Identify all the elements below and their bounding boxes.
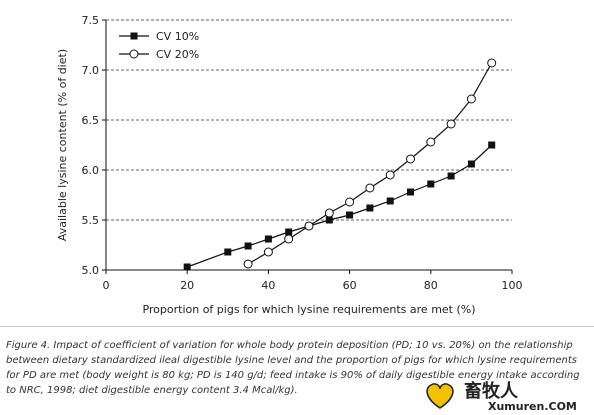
legend-label: CV 10% (156, 30, 199, 43)
legend-marker (130, 32, 138, 40)
x-tick-label: 80 (424, 279, 438, 292)
x-tick-group: 0 20 40 60 80 100 (103, 270, 523, 292)
y-tick-label: 6.0 (82, 164, 100, 177)
data-point (366, 204, 374, 212)
data-point (406, 154, 415, 164)
data-point (243, 259, 253, 269)
axes (105, 20, 512, 271)
data-point (447, 172, 455, 180)
data-point (183, 263, 191, 271)
data-point (324, 208, 334, 218)
y-tick-group: 5.0 5.5 6.0 6.5 7.0 7.5 (82, 14, 106, 277)
series-layer (183, 58, 497, 271)
data-point (304, 221, 314, 231)
data-point (325, 216, 333, 224)
legend-label: CV 20% (156, 48, 199, 61)
y-tick-label: 5.0 (82, 264, 100, 277)
data-point (488, 141, 496, 149)
x-axis-label: Proportion of pigs for which lysine requ… (142, 303, 475, 316)
watermark-title: 畜牧人 (464, 380, 519, 402)
data-point (224, 248, 232, 256)
legend: CV 10% CV 20% (119, 30, 199, 61)
series-2 (243, 58, 497, 269)
x-tick-label: 100 (502, 279, 523, 292)
data-point (427, 180, 435, 188)
data-point (386, 197, 394, 205)
data-point (407, 188, 414, 196)
data-point (446, 119, 456, 129)
grid-lines (106, 19, 512, 221)
chart: 0 20 40 60 80 100 5.0 5.5 6.0 6.5 7.0 7.5 Proporti… (56, 14, 523, 316)
y-axis-label: Available lysine content (% of diet) (56, 49, 69, 241)
data-point (263, 247, 273, 257)
data-point (365, 183, 375, 193)
y-tick-label: 7.5 (82, 14, 100, 27)
data-point (426, 137, 436, 147)
watermark-logo: 畜牧人 Xumuren.COM (426, 380, 577, 413)
figure-caption: Figure 4. Impact of coefficient of varia… (6, 340, 580, 396)
legend-item: CV 20% (119, 48, 199, 61)
watermark-url: Xumuren.COM (488, 400, 577, 413)
x-tick-label: 0 (103, 279, 110, 292)
x-tick-label: 60 (343, 279, 357, 292)
data-point (466, 94, 476, 104)
legend-item: CV 10% (119, 30, 199, 43)
series-line (186, 144, 493, 268)
y-tick-label: 5.5 (82, 214, 100, 227)
x-tick-label: 20 (180, 279, 194, 292)
data-point (385, 170, 395, 180)
data-point (345, 197, 355, 207)
data-point (244, 242, 252, 250)
data-point (284, 234, 294, 244)
y-tick-label: 7.0 (82, 64, 100, 77)
heart-icon (426, 383, 454, 409)
caption-divider (0, 326, 594, 327)
data-point (487, 58, 497, 68)
series-1 (183, 141, 496, 271)
data-point (346, 211, 354, 219)
x-tick-label: 40 (261, 279, 275, 292)
legend-marker (129, 49, 139, 59)
data-point (264, 235, 272, 243)
data-point (467, 160, 475, 168)
data-point (285, 228, 293, 236)
y-tick-label: 6.5 (82, 114, 100, 127)
